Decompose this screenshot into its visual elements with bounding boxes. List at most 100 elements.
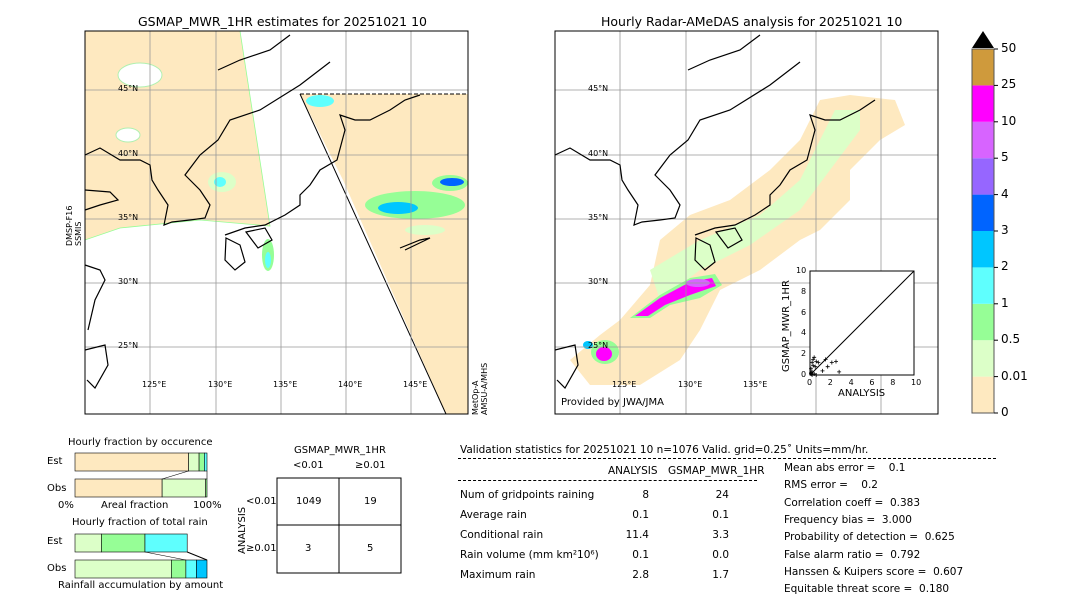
scatter-point (811, 357, 816, 362)
contingency-col-lt: <0.01 (293, 460, 324, 471)
scatter-point (809, 366, 814, 371)
score-item: Frequency bias = 3.000 (784, 513, 912, 526)
right-lat-label: 25°N (588, 341, 609, 350)
sensor-right-instrument: AMSU-A/MHS (480, 362, 489, 415)
scatter-point (814, 359, 819, 364)
left-lat-label: 45°N (118, 84, 139, 93)
fraction-bar-segment (185, 559, 197, 579)
fraction-bar-segment (198, 452, 205, 472)
colorbar-label: 1 (1001, 295, 1009, 310)
scatter-inset (809, 270, 915, 377)
stats-value-analysis: 0.1 (632, 549, 649, 561)
sensor-right-name: MetOp-A (471, 380, 480, 415)
occ-xmax: 100% (193, 500, 222, 511)
stats-col-gsmap: GSMAP_MWR_1HR (668, 465, 765, 477)
score-item: Correlation coeff = 0.383 (784, 496, 920, 509)
sensor-label-right: MetOp-A AMSU-A/MHS (471, 363, 489, 415)
colorbar-label: 0 (1001, 405, 1009, 419)
score-item: Hanssen & Kuipers score = 0.607 (784, 565, 964, 578)
stats-value-analysis: 11.4 (625, 529, 649, 541)
right-lat-label: 35°N (588, 213, 609, 222)
scatter-point (816, 360, 821, 365)
colorbar-segment (972, 49, 994, 86)
cell-00: 1049 (296, 496, 322, 507)
connector-line (144, 551, 186, 561)
scatter-ytick: 8 (801, 286, 807, 296)
cell-11: 5 (367, 543, 374, 554)
scatter-ylabel: GSMAP_MWR_1HR (781, 280, 792, 372)
scatter-point (812, 371, 817, 376)
right-lat-label: 30°N (588, 277, 609, 286)
rain-obs-label: Obs (47, 563, 67, 574)
fraction-bar-segment (144, 533, 188, 553)
stats-value-gsmap: 0.0 (712, 549, 729, 561)
scatter-xtick: 10 (911, 378, 922, 387)
contingency-table-grid (276, 477, 402, 574)
colorbar (971, 31, 998, 414)
colorbar-label: 3 (1001, 223, 1009, 237)
stats-col-analysis: ANALYSIS (608, 465, 658, 477)
left-coastlines (84, 34, 431, 389)
fraction-bar-segment (171, 559, 187, 579)
sensor-left-instrument: SSMIS (74, 221, 83, 247)
colorbar-segment (972, 194, 994, 231)
score-item: False alarm ratio = 0.792 (784, 548, 921, 561)
stats-value-analysis: 8 (642, 489, 649, 501)
fraction-bar-segment (196, 559, 208, 579)
left-lon-label: 145°E (403, 380, 428, 389)
left-lat-label: 30°N (118, 277, 139, 286)
stats-row-label: Conditional rain (460, 529, 544, 541)
scatter-xlabel: ANALYSIS (838, 388, 886, 399)
left-lon-label: 140°E (338, 380, 363, 389)
colorbar-segment (972, 158, 994, 195)
scatter-xtick: 8 (890, 378, 896, 387)
scatter-point (811, 363, 816, 368)
left-lat-label: 35°N (118, 213, 139, 222)
colorbar-label: 0.5 (1001, 332, 1021, 347)
scatter-point (809, 370, 814, 375)
left-lon-label: 135°E (273, 380, 298, 389)
colorbar-label: 25 (1001, 77, 1017, 92)
left-lat-label: 40°N (118, 149, 139, 158)
left-lat-label: 25°N (118, 341, 139, 350)
rain-est-label: Est (47, 536, 63, 547)
total-rain-title: Hourly fraction of total rain (72, 517, 208, 528)
colorbar-segment (972, 376, 994, 413)
contingency-row-ge: ≥0.01 (246, 543, 277, 554)
stats-row-label: Average rain (460, 509, 527, 521)
left-map (84, 30, 469, 415)
left-lon-label: 125°E (142, 380, 167, 389)
fraction-bar-segment (74, 559, 172, 579)
right-lon-label: 125°E (612, 380, 637, 389)
fraction-bar-segment (74, 478, 163, 498)
fraction-bar-segment (204, 452, 208, 472)
colorbar-segment (972, 267, 994, 304)
score-item: Probability of detection = 0.625 (784, 531, 955, 544)
sensor-label-left: DMSP-F16 SSMIS (65, 206, 83, 246)
cell-01: 19 (364, 496, 377, 507)
stats-row-label: Num of gridpoints raining (460, 489, 595, 501)
scatter-point (823, 357, 828, 362)
sensor-left-name: DMSP-F16 (65, 205, 74, 246)
colorbar-segment (972, 340, 994, 377)
scatter-xtick: 4 (848, 378, 854, 387)
scatter-point (829, 360, 834, 365)
scatter-xtick: 2 (827, 378, 833, 387)
left-swath-ssmis (84, 30, 271, 241)
stats-value-gsmap: 1.7 (712, 569, 729, 581)
scatter-xtick: 6 (869, 378, 875, 387)
connector-line (187, 551, 208, 561)
colorbar-label: 4 (1001, 186, 1009, 201)
colorbar-segment (972, 85, 994, 122)
scatter-ytick: 10 (796, 266, 807, 275)
fraction-bar-segment (161, 478, 206, 498)
stats-row-label: Rain volume (mm km²10⁶) (460, 549, 599, 561)
stats-value-gsmap: 3.3 (712, 529, 729, 541)
contingency-row-lt: <0.01 (246, 496, 277, 507)
fraction-bar-segment (188, 452, 200, 472)
fraction-bar-segment (101, 533, 146, 553)
right-lon-label: 130°E (678, 380, 703, 389)
contingency-col-ge: ≥0.01 (355, 460, 386, 471)
stats-value-gsmap: 0.1 (712, 509, 729, 521)
